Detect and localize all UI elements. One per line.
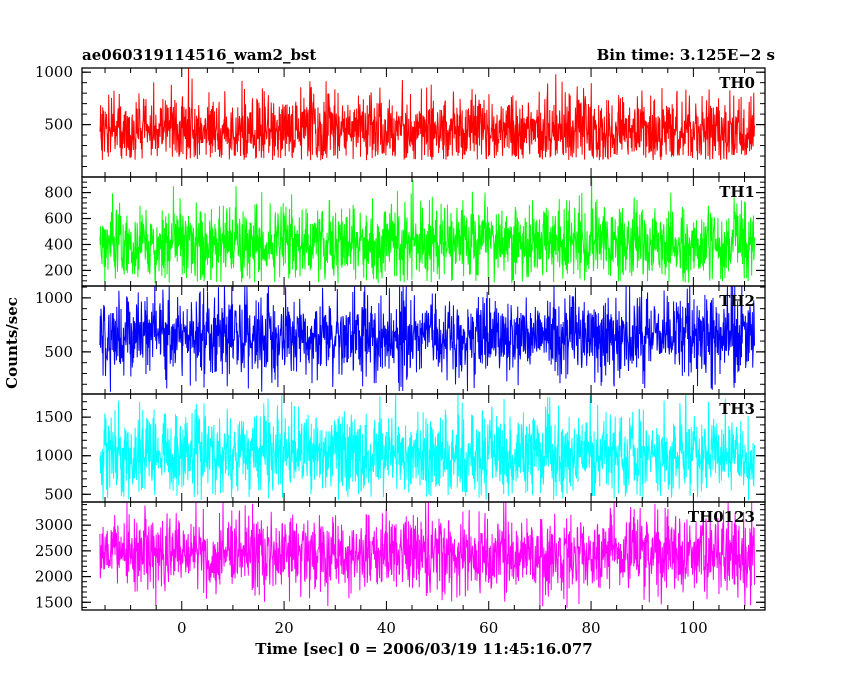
series-th1 xyxy=(99,177,755,284)
panel-label: TH0123 xyxy=(688,508,755,526)
series-th0123 xyxy=(99,502,755,608)
series-th0 xyxy=(99,68,755,161)
y-tick-label: 1000 xyxy=(35,289,73,307)
y-tick-label: 1000 xyxy=(35,447,73,465)
panel-th2: 500 1000 TH2 xyxy=(35,285,766,395)
x-tick-label: 40 xyxy=(377,619,396,637)
x-tick-label: 20 xyxy=(275,619,294,637)
panel-label: TH1 xyxy=(719,183,755,201)
y-tick-label: 600 xyxy=(44,210,73,228)
x-tick-label: 0 xyxy=(177,619,187,637)
x-axis-label: Time [sec] 0 = 2006/03/19 11:45:16.077 xyxy=(255,640,592,658)
chart-title: ae060319114516_wam2_bst xyxy=(82,46,316,64)
y-tick-label: 200 xyxy=(44,261,73,279)
bin-time-label: Bin time: 3.125E−2 s xyxy=(597,46,775,64)
panel-th3: 500 1000 1500 TH3 xyxy=(35,393,766,503)
y-tick-label: 500 xyxy=(44,485,73,503)
y-tick-label: 1500 xyxy=(35,408,73,426)
y-axis-label: Counts/sec xyxy=(3,297,21,389)
series-th3 xyxy=(99,394,755,501)
x-tick-label: 60 xyxy=(479,619,498,637)
y-tick-label: 500 xyxy=(44,116,73,134)
series-th2 xyxy=(99,286,755,392)
x-tick-label: 100 xyxy=(679,619,708,637)
panel-th0: 500 1000 TH0 xyxy=(35,63,766,178)
x-axis: 0 20 40 60 80 100 xyxy=(177,619,708,637)
y-tick-label: 1500 xyxy=(35,593,73,611)
panels: 500 1000 TH0 200 400 600 800 TH1 500 1000 TH2 500 10… xyxy=(35,63,766,611)
panel-label: TH2 xyxy=(719,292,755,310)
y-tick-label: 500 xyxy=(44,343,73,361)
panel-th1: 200 400 600 800 TH1 xyxy=(44,176,766,287)
y-tick-label: 2000 xyxy=(35,568,73,586)
panel-label: TH3 xyxy=(719,400,755,418)
x-tick-label: 80 xyxy=(582,619,601,637)
y-tick-label: 400 xyxy=(44,235,73,253)
panel-th0123: 1500 2000 2500 3000 TH0123 xyxy=(35,501,766,611)
y-tick-label: 800 xyxy=(44,184,73,202)
y-tick-label: 3000 xyxy=(35,516,73,534)
y-tick-label: 1000 xyxy=(35,63,73,81)
y-tick-label: 2500 xyxy=(35,542,73,560)
panel-label: TH0 xyxy=(719,74,755,92)
